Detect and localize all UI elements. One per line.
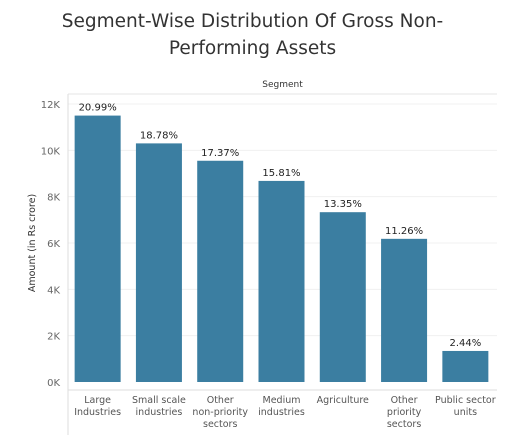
bar: [135, 143, 182, 382]
data-label: 17.37%: [201, 148, 239, 159]
data-label: 2.44%: [449, 338, 481, 349]
x-tick-label: Medium: [263, 395, 301, 406]
x-tick-label: industries: [136, 407, 183, 418]
y-axis-label: Amount (in Rs crore): [27, 194, 38, 292]
chart-title-line-2: Performing Assets: [168, 38, 337, 59]
bar: [319, 212, 366, 382]
data-label: 18.78%: [140, 130, 178, 141]
bar: [197, 160, 244, 382]
chart-title-line-1: Segment-Wise Distribution Of Gross Non-: [61, 11, 444, 32]
y-tick-label: 12K: [41, 100, 61, 111]
x-tick-label: Other: [207, 395, 234, 406]
x-tick-label: priority: [387, 407, 422, 418]
x-tick-label: Small scale: [132, 395, 186, 406]
y-tick-label: 8K: [47, 193, 60, 204]
x-tick-label: sectors: [387, 419, 421, 430]
y-tick-label: 6K: [47, 239, 60, 250]
data-label: 15.81%: [262, 168, 300, 179]
y-tick-label: 0K: [47, 378, 60, 389]
x-tick-label: Public sector: [435, 395, 496, 406]
bar: [258, 180, 305, 382]
bar: [442, 350, 489, 382]
data-label: 20.99%: [79, 103, 117, 114]
data-label: 11.26%: [385, 226, 423, 237]
x-tick-label: Agriculture: [317, 395, 369, 406]
y-tick-label: 2K: [47, 332, 60, 343]
x-tick-label: sectors: [203, 419, 237, 430]
x-tick-label: industries: [258, 407, 305, 418]
x-tick-label: non-priority: [192, 407, 248, 418]
bar: [74, 115, 121, 382]
x-tick-label: Industries: [74, 407, 121, 418]
y-tick-label: 10K: [41, 146, 61, 157]
x-tick-label: Other: [391, 395, 418, 406]
column-header: Segment: [262, 80, 303, 90]
y-tick-label: 4K: [47, 285, 60, 296]
bar: [381, 238, 428, 382]
data-label: 13.35%: [324, 199, 362, 210]
chart-title: Segment-Wise Distribution Of Gross Non- …: [0, 8, 505, 62]
x-tick-label: Large: [84, 395, 111, 406]
x-tick-label: units: [454, 407, 477, 418]
